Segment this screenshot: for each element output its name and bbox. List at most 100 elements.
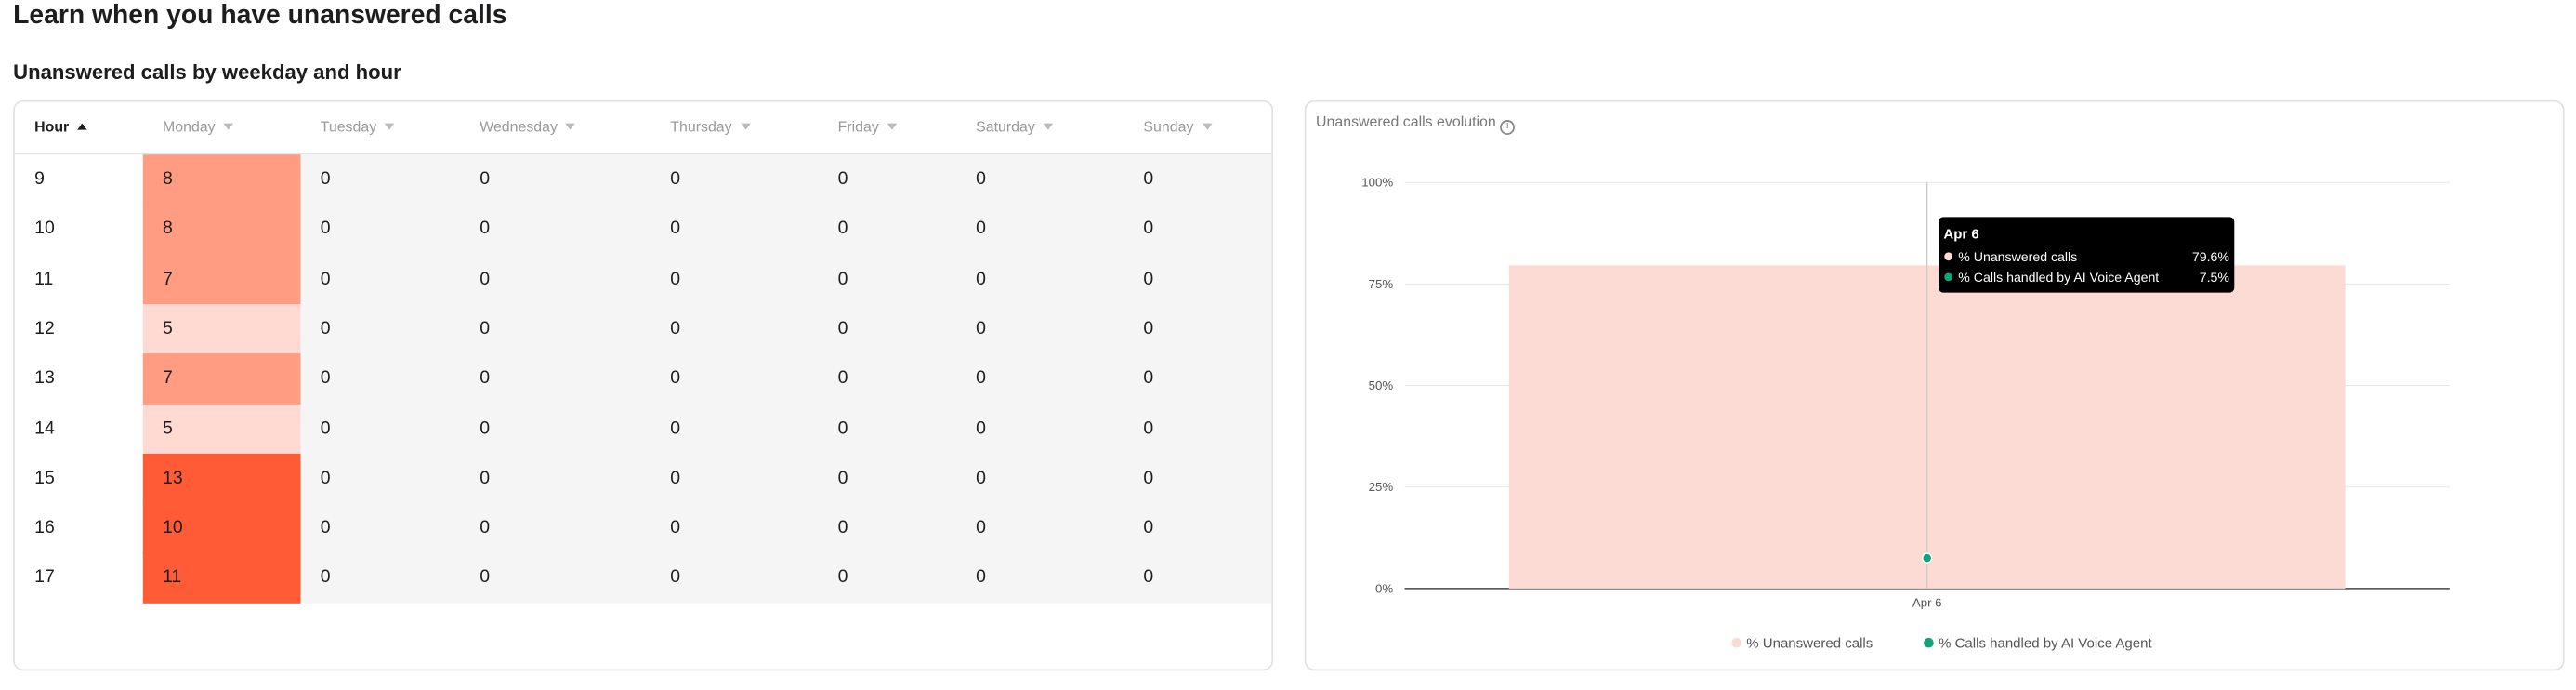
- table-cell: 0: [480, 368, 491, 389]
- tooltip-value: 79.6%: [2192, 249, 2229, 264]
- table-card: Hour Monday Tuesday Wednesday Thursday Friday…: [13, 100, 1274, 671]
- table-cell: 0: [1143, 418, 1154, 439]
- chart-title-text: Unanswered calls evolution: [1316, 113, 1496, 130]
- table-cell: 7: [163, 368, 173, 389]
- table-cell: 10: [34, 219, 55, 239]
- sort-arrow: [1202, 123, 1212, 130]
- y-tick-label: 50%: [1369, 378, 1394, 392]
- table-cell: 14: [34, 418, 55, 439]
- table-cell: 0: [670, 567, 681, 588]
- sort-arrow: [887, 123, 898, 130]
- sort-arrow: [565, 123, 576, 130]
- table-cell: 0: [480, 169, 491, 190]
- table-cell: 0: [320, 318, 331, 338]
- point: [1922, 552, 1933, 564]
- y-tick-label: 25%: [1369, 480, 1394, 494]
- table-cell: 0: [976, 468, 986, 488]
- table-cell: 0: [1143, 269, 1154, 289]
- table-cell: 0: [320, 468, 331, 488]
- heat-cell: [142, 303, 301, 355]
- table-cell: 0: [1143, 219, 1154, 239]
- table-cell: 0: [670, 518, 681, 538]
- tooltip-dot: [1944, 272, 1953, 282]
- table-cell: 0: [670, 368, 681, 389]
- table-cell: 0: [837, 169, 848, 190]
- table-cell: 0: [480, 219, 491, 239]
- table-cell: 16: [34, 518, 55, 538]
- column-header[interactable]: Thursday: [670, 102, 751, 152]
- column-header[interactable]: Friday: [838, 102, 898, 152]
- table-cell: 12: [34, 318, 55, 338]
- heat-cell: [142, 453, 301, 505]
- table-cell: 0: [480, 418, 491, 439]
- table-cell: 0: [976, 518, 986, 538]
- column-header-label: Saturday: [976, 118, 1035, 135]
- table-cell: 0: [1143, 567, 1154, 588]
- legend-label: % Calls handled by AI Voice Agent: [1939, 636, 2152, 652]
- table-cell: 0: [480, 518, 491, 538]
- table-cell: 5: [163, 318, 173, 338]
- table-cell: 0: [670, 468, 681, 488]
- tooltip-value: 7.5%: [2200, 270, 2230, 285]
- column-header-label: Sunday: [1143, 118, 1194, 135]
- tooltip-title: Apr 6: [1943, 226, 1978, 242]
- table-cell: 0: [670, 169, 681, 190]
- table-cell: 7: [163, 269, 173, 289]
- page-title: Learn when you have unanswered calls: [13, 1, 507, 30]
- column-header[interactable]: Monday: [163, 102, 234, 152]
- table-cell: 0: [1143, 368, 1154, 389]
- column-header[interactable]: Sunday: [1143, 102, 1212, 152]
- legend-item[interactable]: % Unanswered calls: [1731, 636, 1873, 652]
- table-cell: 0: [320, 418, 331, 439]
- table-cell: 0: [1143, 468, 1154, 488]
- table-cell: 0: [480, 318, 491, 338]
- table-cell: 0: [320, 368, 331, 389]
- table-cell: 0: [1143, 169, 1154, 190]
- table-cell: 0: [670, 418, 681, 439]
- table-cell: 8: [163, 169, 173, 190]
- legend-item[interactable]: % Calls handled by AI Voice Agent: [1924, 636, 2152, 652]
- table-cell: 13: [163, 468, 183, 488]
- table-cell: 10: [163, 518, 183, 538]
- info-icon[interactable]: i: [1500, 120, 1516, 135]
- table-cell: 0: [320, 518, 331, 538]
- column-header[interactable]: Wednesday: [480, 102, 576, 152]
- heat-cell: [142, 254, 301, 305]
- row-background: [142, 154, 1272, 604]
- table-cell: 0: [320, 169, 331, 190]
- heat-cell: [142, 404, 301, 455]
- section-title: Unanswered calls by weekday and hour: [13, 60, 401, 85]
- table-cell: 0: [976, 318, 986, 338]
- column-header-label: Monday: [163, 118, 216, 135]
- table-cell: 0: [480, 567, 491, 588]
- y-tick-label: 0%: [1375, 581, 1393, 595]
- column-header-label: Friday: [837, 118, 879, 135]
- column-header[interactable]: Tuesday: [321, 102, 395, 152]
- legend-label: % Unanswered calls: [1746, 636, 1873, 652]
- table-cell: 0: [837, 318, 848, 338]
- column-header-label: Wednesday: [480, 118, 558, 135]
- table-cell: 0: [320, 567, 331, 588]
- tooltip: [1939, 217, 2235, 293]
- column-header[interactable]: Saturday: [976, 102, 1054, 152]
- heat-cell: [142, 154, 301, 206]
- table-cell: 0: [320, 269, 331, 289]
- y-tick-label: 100%: [1361, 176, 1393, 190]
- heat-cell: [142, 353, 301, 405]
- table-cell: 0: [1143, 518, 1154, 538]
- sort-arrow: [385, 123, 395, 130]
- table-cell: 0: [837, 418, 848, 439]
- legend-dot: [1731, 637, 1741, 648]
- table-cell: 0: [976, 169, 986, 190]
- sort-arrow: [1043, 123, 1054, 130]
- table-cell: 9: [34, 169, 45, 190]
- table-cell: 11: [163, 567, 182, 588]
- table-cell: 0: [670, 318, 681, 338]
- sort-arrow: [740, 123, 751, 130]
- tooltip-dot: [1944, 252, 1953, 261]
- column-header[interactable]: Hour: [34, 102, 87, 152]
- tooltip-label: % Unanswered calls: [1958, 249, 2077, 264]
- column-header-label: Hour: [34, 118, 70, 135]
- table-cell: 15: [34, 468, 55, 488]
